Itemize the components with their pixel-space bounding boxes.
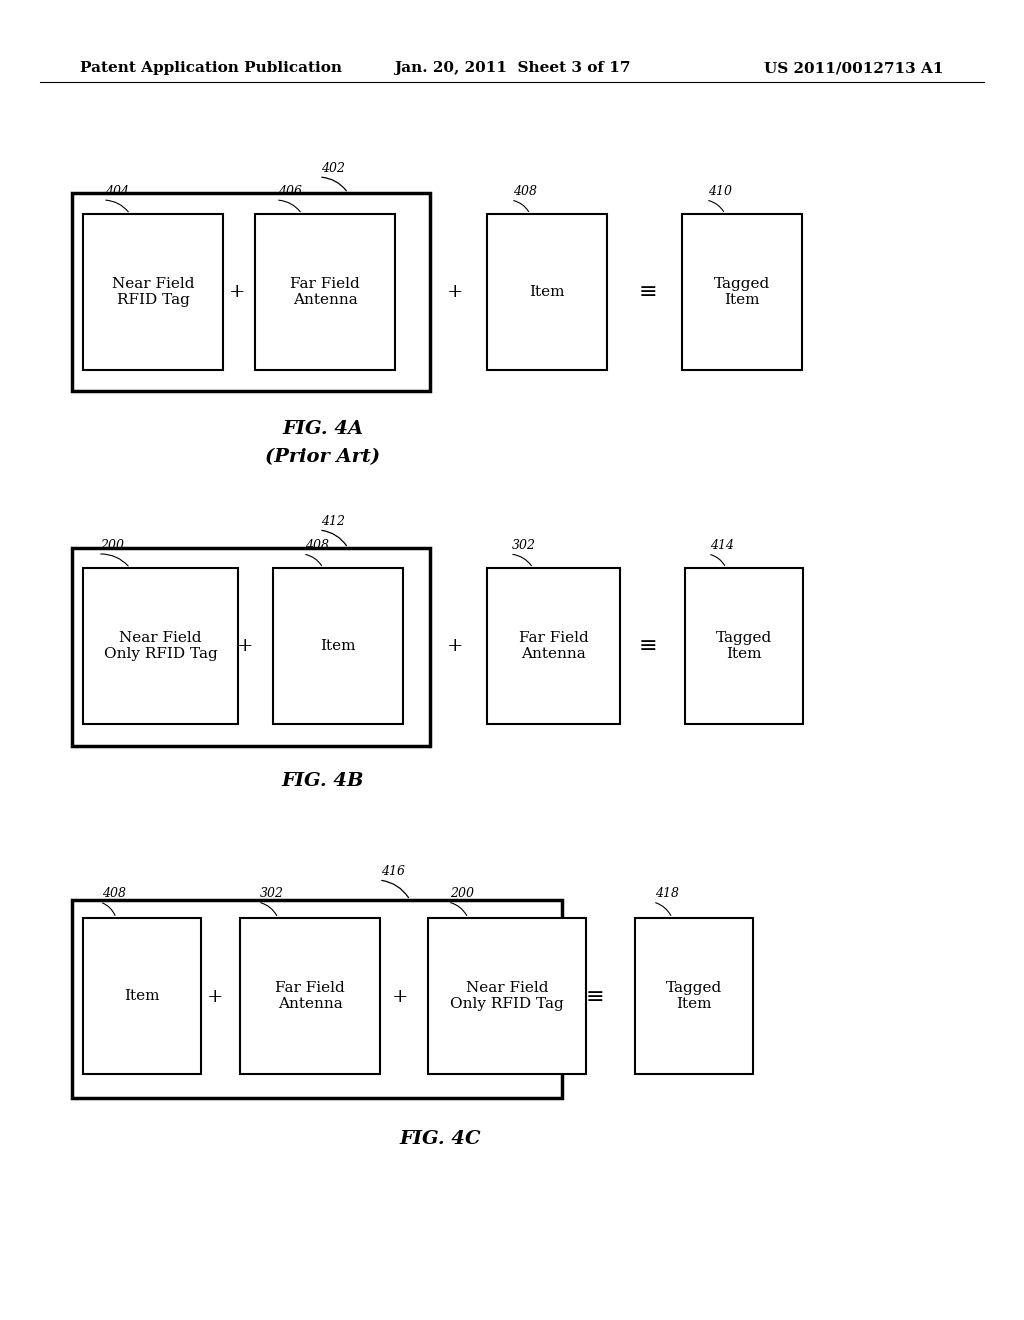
- Text: FIG. 4B: FIG. 4B: [282, 772, 364, 789]
- Text: 404: 404: [105, 185, 129, 198]
- Text: 418: 418: [655, 887, 679, 900]
- Text: 408: 408: [305, 539, 329, 552]
- Bar: [83, 917, 201, 1074]
- Bar: [635, 917, 753, 1074]
- Text: FIG. 4C: FIG. 4C: [399, 1130, 481, 1148]
- Text: Jan. 20, 2011  Sheet 3 of 17: Jan. 20, 2011 Sheet 3 of 17: [394, 61, 630, 75]
- Text: Tagged
Item: Tagged Item: [666, 981, 722, 1011]
- Text: ≡: ≡: [586, 986, 604, 1008]
- Bar: [487, 214, 607, 370]
- Text: US 2011/0012713 A1: US 2011/0012713 A1: [765, 61, 944, 75]
- Bar: [72, 900, 562, 1098]
- Text: (Prior Art): (Prior Art): [265, 447, 380, 466]
- Text: Far Field
Antenna: Far Field Antenna: [275, 981, 345, 1011]
- Text: Near Field
RFID Tag: Near Field RFID Tag: [112, 277, 195, 308]
- Text: 414: 414: [710, 539, 734, 552]
- Text: Tagged
Item: Tagged Item: [714, 277, 770, 308]
- Text: 200: 200: [450, 887, 474, 900]
- Text: 302: 302: [260, 887, 284, 900]
- Text: Near Field
Only RFID Tag: Near Field Only RFID Tag: [451, 981, 564, 1011]
- Bar: [83, 568, 238, 723]
- Text: 402: 402: [321, 162, 345, 176]
- Text: ≡: ≡: [639, 281, 657, 304]
- Text: 416: 416: [381, 865, 406, 878]
- Bar: [240, 917, 380, 1074]
- Bar: [273, 568, 403, 723]
- Bar: [685, 568, 803, 723]
- Bar: [72, 193, 430, 391]
- Text: 410: 410: [708, 185, 732, 198]
- Text: Far Field
Antenna: Far Field Antenna: [518, 631, 589, 661]
- Text: Near Field
Only RFID Tag: Near Field Only RFID Tag: [103, 631, 217, 661]
- Text: +: +: [392, 987, 409, 1006]
- Text: Tagged
Item: Tagged Item: [716, 631, 772, 661]
- Text: 200: 200: [100, 539, 124, 552]
- Text: Item: Item: [124, 989, 160, 1003]
- Text: FIG. 4A: FIG. 4A: [282, 420, 364, 438]
- Text: Patent Application Publication: Patent Application Publication: [80, 61, 342, 75]
- Text: Far Field
Antenna: Far Field Antenna: [290, 277, 359, 308]
- Bar: [83, 214, 223, 370]
- Text: +: +: [237, 638, 253, 655]
- Text: +: +: [228, 282, 246, 301]
- Bar: [487, 568, 620, 723]
- Text: Item: Item: [321, 639, 355, 653]
- Bar: [72, 548, 430, 746]
- Text: ≡: ≡: [639, 635, 657, 657]
- Text: 408: 408: [102, 887, 126, 900]
- Text: Item: Item: [529, 285, 565, 300]
- Bar: [428, 917, 586, 1074]
- Text: 412: 412: [321, 515, 345, 528]
- Text: +: +: [446, 282, 463, 301]
- Text: +: +: [207, 987, 223, 1006]
- Text: 408: 408: [513, 185, 537, 198]
- Text: 302: 302: [512, 539, 536, 552]
- Text: +: +: [446, 638, 463, 655]
- Bar: [682, 214, 802, 370]
- Bar: [255, 214, 395, 370]
- Text: 406: 406: [278, 185, 302, 198]
